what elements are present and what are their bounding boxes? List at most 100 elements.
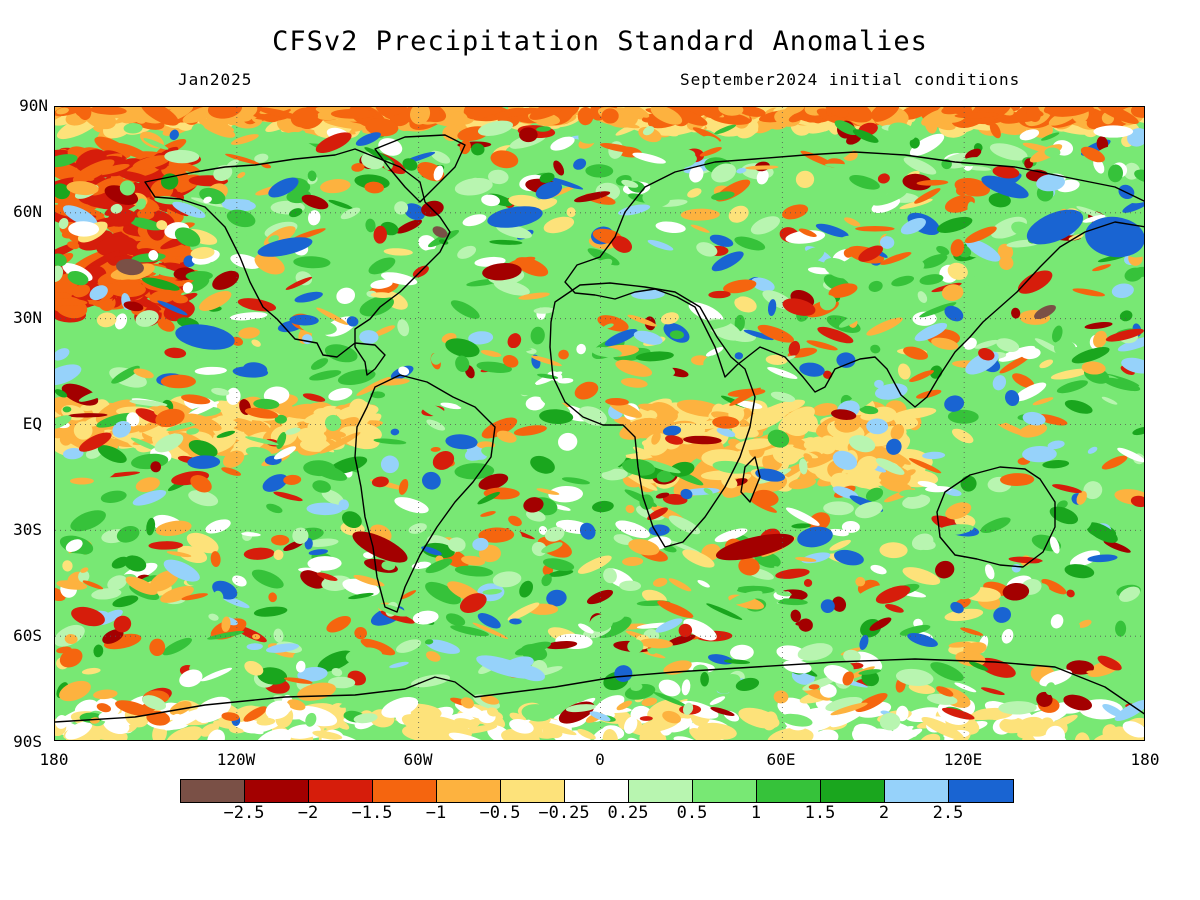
anomaly-patch [632,152,666,164]
anomaly-hotspot [257,237,313,257]
anomaly-patch [203,196,212,204]
anomaly-patch [805,450,840,468]
anomaly-patch [825,107,849,118]
anomaly-patch [828,528,849,537]
anomaly-patch [295,660,306,673]
anomaly-patch [922,451,946,460]
anomaly-patch [339,426,380,450]
anomaly-patch [292,527,309,544]
anomaly-patch [146,517,156,536]
anomaly-patch [984,564,995,580]
anomaly-patch [402,158,418,171]
anomaly-patch [879,542,908,559]
anomaly-patch [738,107,766,117]
anomaly-patch [394,201,409,215]
anomaly-patch [471,143,485,156]
anomaly-patch [795,557,817,562]
anomaly-patch [71,606,105,627]
anomaly-patch [339,735,364,740]
anomaly-patch [410,107,431,125]
anomaly-patch [1117,447,1144,463]
anomaly-patch [642,126,655,136]
anomaly-patch [907,633,938,647]
coastline-south-america [354,374,496,613]
anomaly-hotspot [981,175,1029,199]
anomaly-patch [767,299,777,317]
anomaly-patch [450,300,480,319]
anomaly-patch [1086,670,1111,675]
anomaly-patch [55,364,82,386]
anomaly-patch [772,444,800,465]
anomaly-patch [1121,357,1144,374]
anomaly-patch [509,719,534,734]
anomaly-patch [340,207,361,220]
anomaly-patch [172,713,182,720]
anomaly-patch [1026,107,1041,123]
anomaly-patch [865,487,884,502]
anomaly-patch [539,172,555,183]
anomaly-patch [433,165,444,181]
anomaly-patch [548,485,584,503]
anomaly-patch [111,556,129,569]
anomaly-patch [680,208,720,221]
lon-label-180e: 180 [1130,750,1160,769]
anomaly-patch [425,639,461,654]
anomaly-patch [808,684,820,690]
anomaly-patch [397,319,410,337]
anomaly-patch [797,643,833,661]
anomaly-patch [941,107,973,115]
anomaly-patch [105,279,146,298]
anomaly-patch [605,398,629,406]
anomaly-patch [124,555,147,572]
anomaly-patch [251,569,284,589]
anomaly-hotspot [175,324,235,350]
anomaly-patch [779,631,807,649]
colorbar-swatch [949,780,1013,802]
anomaly-patch [1097,655,1122,671]
colorbar-tick-label: 2 [878,803,890,823]
anomaly-patch [364,181,384,194]
anomaly-patch [747,318,764,323]
anomaly-patch [409,707,441,729]
anomaly-patch [831,596,847,612]
anomaly-patch [1119,586,1141,602]
colorbar-swatch [693,780,757,802]
anomaly-patch [87,466,118,486]
anomaly-patch [135,477,160,493]
anomaly-patch [859,405,879,415]
anomaly-patch [897,363,911,380]
anomaly-patch [546,346,556,356]
anomaly-patch [1093,330,1108,348]
anomaly-patch [190,247,215,259]
anomaly-patch [445,613,466,627]
anomaly-patch [974,339,999,349]
lat-label-30n: 30N [13,308,42,327]
anomaly-patch [1087,554,1118,563]
anomaly-patch [709,234,734,247]
anomaly-patch [179,669,203,688]
anomaly-patch [394,497,429,514]
anomaly-patch [216,715,237,726]
anomaly-patch [714,124,737,135]
anomaly-patch [149,570,179,592]
anomaly-patch [507,602,540,621]
anomaly-patch [430,447,441,452]
anomaly-patch [181,593,209,601]
anomaly-patch [578,406,607,426]
anomaly-patch [233,318,267,327]
anomaly-patch [143,138,169,150]
lat-label-60n: 60N [13,202,42,221]
anomaly-patch [216,430,236,438]
anomaly-patch [365,218,376,233]
anomaly-patch [306,502,343,516]
anomaly-patch [1072,321,1088,330]
anomaly-patch [65,539,83,553]
anomaly-patch [96,235,138,257]
anomaly-patch [566,207,576,218]
anomaly-patch [354,626,367,640]
anomaly-patch [1122,721,1144,738]
anomaly-patch [181,394,211,405]
anomaly-patch [815,223,849,238]
lat-label-90s: 90S [13,732,42,751]
anomaly-patch [468,331,494,345]
